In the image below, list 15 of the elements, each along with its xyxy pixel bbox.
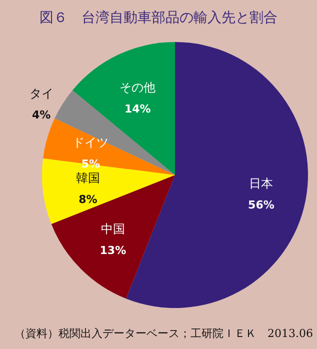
slice-label: 中国 [100, 222, 125, 236]
slice-label: 日本 [249, 176, 274, 190]
data-label: 14% [124, 102, 151, 116]
data-label: 13% [100, 244, 126, 258]
data-label: 56% [248, 198, 274, 212]
data-label: 4% [32, 108, 51, 122]
slice-label: ドイツ [72, 136, 109, 150]
chart-title: 図６ 台湾自動車部品の輸入先と割合 [40, 10, 278, 26]
data-label: 5% [81, 158, 100, 171]
slice-label: その他 [120, 80, 156, 95]
pie-slice [42, 158, 175, 224]
data-label: 8% [78, 193, 98, 206]
text: （資料）税関出入データーベース；工研院ＩＥＫ 2013.06 [14, 327, 313, 340]
slice-label: タイ [29, 86, 54, 101]
slice-label: 韓国 [76, 171, 100, 185]
